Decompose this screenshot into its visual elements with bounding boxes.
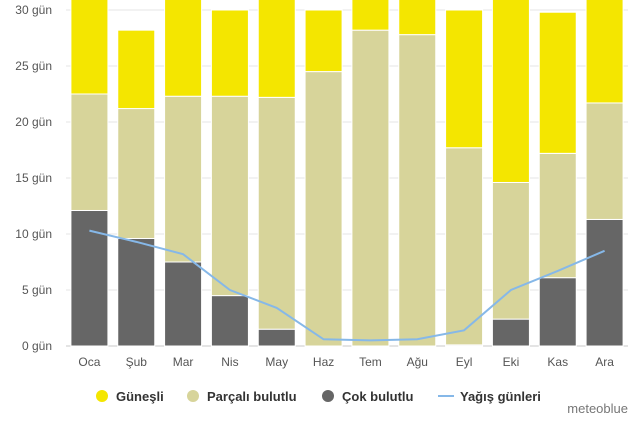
x-tick-label: Ara (595, 355, 614, 369)
bar-segment (445, 147, 484, 346)
bar-segment (491, 318, 530, 347)
y-axis-ticks: 0 gün 5 gün 10 gün 15 gün 20 gün 25 gün 30 gün (15, 3, 52, 353)
rain-days-line (89, 229, 605, 342)
credit-text: meteoblue (567, 401, 628, 416)
bar-segment (585, 102, 624, 220)
legend-label: Parçalı bulutlu (207, 389, 297, 404)
x-tick-label: Eyl (456, 355, 473, 369)
legend-item[interactable]: Parçalı bulutlu (187, 389, 297, 404)
legend-swatch (96, 390, 108, 402)
bar-segment (164, 261, 203, 347)
bar-segment (491, 0, 530, 183)
bar-segment (210, 295, 249, 347)
bar-segment (538, 277, 577, 347)
bar-segment (257, 328, 296, 347)
legend-label: Yağış günleri (460, 389, 541, 404)
y-tick-label: 20 gün (15, 115, 52, 129)
bar-segment (70, 93, 109, 211)
bar-segment (445, 9, 484, 149)
x-tick-label: Mar (173, 355, 194, 369)
legend[interactable]: Güneşli Parçalı bulutlu Çok bulutlu Yağış g… (96, 389, 541, 404)
bar-segment (398, 0, 437, 36)
x-tick-label: Kas (547, 355, 568, 369)
bar-segment (538, 11, 577, 154)
bar-segment (585, 0, 624, 104)
bar-segment (210, 9, 249, 97)
bar-segment (538, 152, 577, 279)
bar-segment (585, 218, 624, 347)
bar-segment (210, 95, 249, 297)
x-tick-label: May (265, 355, 288, 369)
bar-segment (398, 34, 437, 347)
legend-label: Çok bulutlu (342, 389, 414, 404)
legend-item[interactable]: Yağış günleri (438, 389, 541, 404)
grid-lines (66, 9, 628, 347)
bar-segment (304, 9, 343, 73)
x-axis-ticks: Oca Şub Mar Nis May Haz Tem Ağu Eyl Eki Kas Ara (78, 355, 614, 369)
x-tick-label: Şub (126, 355, 148, 369)
y-tick-label: 0 gün (22, 339, 52, 353)
bar-segment (257, 0, 296, 98)
x-tick-label: Eki (503, 355, 520, 369)
legend-item[interactable]: Çok bulutlu (322, 389, 414, 404)
legend-swatch (322, 390, 334, 402)
y-tick-label: 5 gün (22, 283, 52, 297)
bar-segment (491, 181, 530, 320)
bar-segment (304, 71, 343, 347)
y-tick-label: 25 gün (15, 59, 52, 73)
bar-segment (351, 0, 390, 31)
bar-segment (117, 108, 156, 239)
x-tick-label: Ağu (407, 355, 428, 369)
y-tick-label: 10 gün (15, 227, 52, 241)
legend-item[interactable]: Güneşli (96, 389, 164, 404)
bar-segment (117, 29, 156, 110)
x-tick-label: Nis (221, 355, 238, 369)
bars (70, 0, 624, 347)
y-tick-label: 30 gün (15, 3, 52, 17)
rain-days-line-path (89, 229, 605, 342)
bar-segment (117, 237, 156, 347)
x-tick-label: Oca (78, 355, 100, 369)
bar-segment (70, 0, 109, 95)
bar-segment (351, 29, 390, 347)
legend-swatch (187, 390, 199, 402)
x-tick-label: Tem (359, 355, 382, 369)
x-tick-label: Haz (313, 355, 334, 369)
y-tick-label: 15 gün (15, 171, 52, 185)
bar-segment (164, 0, 203, 97)
legend-label: Güneşli (116, 389, 164, 404)
bar-segment (164, 95, 203, 263)
bar-segment (257, 96, 296, 330)
